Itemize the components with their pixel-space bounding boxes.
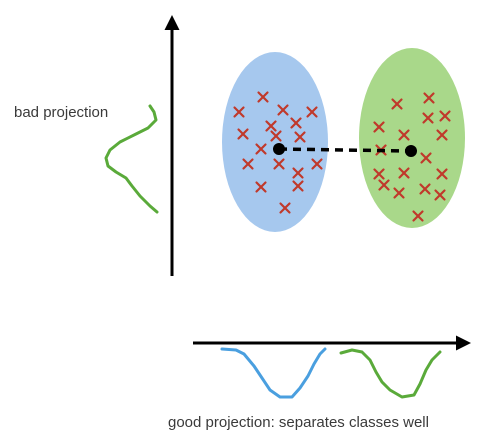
class-a-region — [222, 52, 328, 232]
good-projection-curve-class-b — [339, 348, 442, 399]
class-a-x-marker-icon — [306, 106, 318, 118]
class-a-x-marker-icon — [292, 167, 304, 179]
class-b-x-marker-icon — [373, 168, 385, 180]
good-projection-label: good projection: separates classes well — [168, 414, 429, 431]
class-a-x-marker-icon — [237, 128, 249, 140]
class-b-x-marker-icon — [436, 129, 448, 141]
class-a-x-marker-icon — [233, 106, 245, 118]
class-b-x-marker-icon — [423, 92, 435, 104]
bad-projection-curve — [104, 104, 159, 214]
class-b-x-marker-icon — [422, 112, 434, 124]
class-a-x-marker-icon — [242, 158, 254, 170]
class-b-mean-dot — [405, 145, 417, 157]
class-b-x-marker-icon — [391, 98, 403, 110]
class-b-region — [359, 48, 465, 228]
class-b-x-marker-icon — [420, 152, 432, 164]
class-b-x-marker-icon — [436, 168, 448, 180]
class-a-x-marker-icon — [279, 202, 291, 214]
class-b-x-marker-icon — [393, 187, 405, 199]
class-b-x-marker-icon — [373, 121, 385, 133]
class-a-x-marker-icon — [277, 104, 289, 116]
class-a-mean-dot — [273, 143, 285, 155]
class-b-x-marker-icon — [434, 189, 446, 201]
mean-connector — [278, 147, 411, 153]
class-a-x-marker-icon — [290, 117, 302, 129]
class-a-x-marker-icon — [265, 120, 277, 132]
class-a-x-marker-icon — [294, 131, 306, 143]
class-b-x-marker-icon — [439, 110, 451, 122]
class-b-x-marker-icon — [398, 129, 410, 141]
class-a-x-marker-icon — [311, 158, 323, 170]
good-projection-curve-class-a — [220, 347, 327, 399]
class-b-x-marker-icon — [412, 210, 424, 222]
class-a-x-marker-icon — [257, 91, 269, 103]
class-a-x-marker-icon — [255, 143, 267, 155]
class-markers — [233, 91, 451, 222]
class-a-x-marker-icon — [273, 158, 285, 170]
bad-projection-label: bad projection — [14, 104, 108, 121]
class-a-x-marker-icon — [255, 181, 267, 193]
class-b-x-marker-icon — [398, 167, 410, 179]
class-b-x-marker-icon — [378, 179, 390, 191]
class-a-x-marker-icon — [270, 130, 282, 142]
class-b-x-marker-icon — [419, 183, 431, 195]
class-a-x-marker-icon — [292, 180, 304, 192]
